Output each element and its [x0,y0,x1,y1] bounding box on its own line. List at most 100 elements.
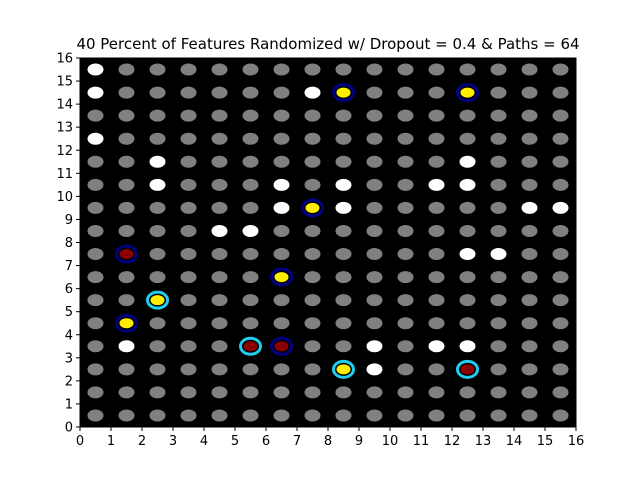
x-tick-label: 0 [76,434,84,449]
inactive-point [552,109,569,122]
inactive-point [118,363,135,376]
selected-point [366,340,383,353]
inactive-point [180,409,197,422]
inactive-point [335,409,352,422]
inactive-point [459,317,476,330]
inactive-point [552,155,569,168]
inactive-point [490,178,507,191]
inactive-point [242,63,259,76]
inactive-point [490,109,507,122]
highlighted-point-yellow [119,318,134,329]
inactive-point [87,109,104,122]
inactive-point [118,271,135,284]
y-tick-label: 16 [56,52,73,67]
inactive-point [397,248,414,261]
inactive-point [521,178,538,191]
inactive-point [273,363,290,376]
inactive-point [521,155,538,168]
inactive-point [304,294,321,307]
inactive-point [490,317,507,330]
inactive-point [304,363,321,376]
selected-point [304,86,321,99]
inactive-point [397,155,414,168]
inactive-point [397,132,414,145]
inactive-point [366,294,383,307]
inactive-point [211,386,228,399]
inactive-point [459,271,476,284]
inactive-point [366,224,383,237]
highlighted-point-red [274,341,289,352]
inactive-point [180,386,197,399]
inactive-point [521,294,538,307]
inactive-point [149,409,166,422]
inactive-point [335,248,352,261]
inactive-point [87,201,104,214]
x-tick-label: 8 [324,434,332,449]
inactive-point [366,386,383,399]
inactive-point [366,271,383,284]
inactive-point [87,248,104,261]
inactive-point [335,132,352,145]
inactive-point [273,132,290,145]
inactive-point [490,340,507,353]
inactive-point [459,63,476,76]
inactive-point [180,340,197,353]
inactive-point [180,109,197,122]
inactive-point [552,248,569,261]
inactive-point [366,132,383,145]
inactive-point [273,248,290,261]
inactive-point [335,294,352,307]
inactive-point [242,294,259,307]
inactive-point [490,386,507,399]
inactive-point [490,63,507,76]
y-tick-label: 0 [65,421,73,436]
inactive-point [149,109,166,122]
inactive-point [211,248,228,261]
y-tick-label: 2 [65,374,73,389]
inactive-point [273,155,290,168]
selected-point [521,201,538,214]
highlight-ring [115,244,138,264]
inactive-point [397,271,414,284]
inactive-point [273,409,290,422]
inactive-point [180,248,197,261]
x-tick-label: 2 [138,434,146,449]
inactive-point [242,109,259,122]
inactive-point [366,248,383,261]
selected-point [211,224,228,237]
inactive-point [180,86,197,99]
inactive-point [397,317,414,330]
inactive-point [149,132,166,145]
inactive-point [211,409,228,422]
selected-point [87,132,104,145]
inactive-point [428,317,445,330]
inactive-point [335,386,352,399]
inactive-point [428,271,445,284]
inactive-point [552,363,569,376]
inactive-point [459,224,476,237]
inactive-point [304,386,321,399]
selected-point [428,340,445,353]
inactive-point [211,363,228,376]
inactive-point [397,178,414,191]
y-tick-label: 10 [56,190,73,205]
selected-point [273,201,290,214]
inactive-point [335,63,352,76]
inactive-point [87,386,104,399]
inactive-point [428,224,445,237]
inactive-point [242,409,259,422]
y-tick-label: 1 [65,397,73,412]
inactive-point [242,132,259,145]
inactive-point [521,271,538,284]
highlight-ring [332,83,355,103]
inactive-point [211,294,228,307]
x-tick-label: 1 [107,434,115,449]
y-tick-label: 14 [56,98,73,113]
x-tick-label: 15 [537,434,554,449]
inactive-point [397,363,414,376]
inactive-point [428,363,445,376]
inactive-point [335,109,352,122]
chart-title: 40 Percent of Features Randomized w/ Dro… [76,35,579,53]
inactive-point [242,86,259,99]
